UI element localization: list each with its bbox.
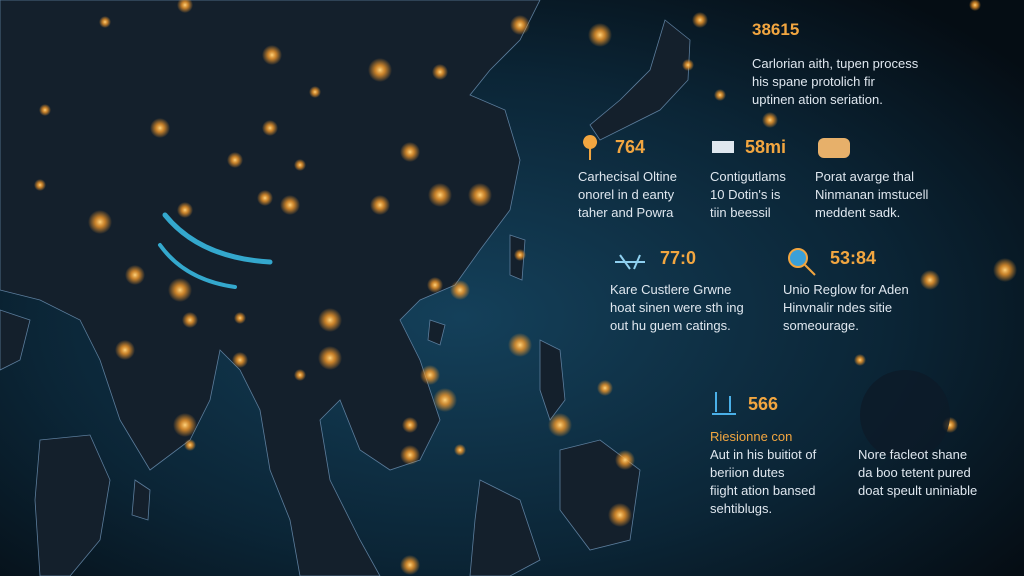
city-light bbox=[173, 413, 197, 437]
city-light bbox=[168, 278, 192, 302]
city-light bbox=[597, 380, 613, 396]
stat-line: out hu guem catings. bbox=[610, 318, 731, 333]
city-light bbox=[993, 258, 1017, 282]
city-light bbox=[548, 413, 572, 437]
stat-value: 53:84 bbox=[830, 248, 877, 268]
city-light bbox=[125, 265, 145, 285]
city-light bbox=[368, 58, 392, 82]
city-light bbox=[262, 120, 278, 136]
stat-line: 10 Dotin's is bbox=[710, 187, 781, 202]
stat-line: beriion dutes bbox=[710, 465, 785, 480]
city-light bbox=[257, 190, 273, 206]
city-light bbox=[400, 555, 420, 575]
city-light bbox=[682, 59, 694, 71]
header-title: 38615 bbox=[752, 20, 800, 39]
city-light bbox=[428, 183, 452, 207]
city-light bbox=[920, 270, 940, 290]
city-light bbox=[510, 15, 530, 35]
city-light bbox=[232, 352, 248, 368]
city-light bbox=[177, 202, 193, 218]
header-line: Carlorian aith, tupen process bbox=[752, 56, 919, 71]
city-light bbox=[608, 503, 632, 527]
stat-line: Hinvnalir ndes sitie bbox=[783, 300, 893, 315]
stat-line: da boo tetent pured bbox=[858, 465, 971, 480]
stat-value: 764 bbox=[615, 137, 646, 157]
stat-line: fiight ation bansed bbox=[710, 483, 816, 498]
city-light bbox=[420, 365, 440, 385]
stat-line: Porat avarge thal bbox=[815, 169, 915, 184]
city-light bbox=[508, 333, 532, 357]
city-light bbox=[400, 445, 420, 465]
city-light bbox=[234, 312, 246, 324]
city-light bbox=[262, 45, 282, 65]
stat-line: someourage. bbox=[783, 318, 859, 333]
city-light bbox=[762, 112, 778, 128]
city-light bbox=[280, 195, 300, 215]
stat-value: 58mi bbox=[745, 137, 787, 157]
city-light bbox=[432, 64, 448, 80]
city-lights bbox=[34, 0, 1017, 575]
city-light bbox=[468, 183, 492, 207]
city-light bbox=[294, 159, 306, 171]
city-light bbox=[514, 249, 526, 261]
stat-line: hoat sinen were sth ing bbox=[610, 300, 744, 315]
stat-value: 566 bbox=[748, 394, 779, 414]
city-light bbox=[454, 444, 466, 456]
header-line: his spane protolich fir bbox=[752, 74, 875, 89]
city-light bbox=[184, 439, 196, 451]
stat-line: tiin beessil bbox=[710, 205, 771, 220]
city-light bbox=[370, 195, 390, 215]
city-light bbox=[309, 86, 321, 98]
stat-line: Riesionne con bbox=[710, 429, 793, 444]
city-light bbox=[294, 369, 306, 381]
city-light bbox=[150, 118, 170, 138]
city-light bbox=[692, 12, 708, 28]
stat-line: Unio Reglow for Aden bbox=[783, 282, 909, 297]
stat-line: taher and Powra bbox=[578, 205, 674, 220]
city-light bbox=[115, 340, 135, 360]
city-light bbox=[588, 23, 612, 47]
city-light bbox=[182, 312, 198, 328]
stat-value: 77:0 bbox=[660, 248, 697, 268]
stat-line: onorel in d eanty bbox=[578, 187, 675, 202]
city-light bbox=[99, 16, 111, 28]
city-light bbox=[39, 104, 51, 116]
stat-line: Nore facleot shane bbox=[858, 447, 968, 462]
icons bbox=[583, 135, 950, 460]
stat-line: Carhecisal Oltine bbox=[578, 169, 677, 184]
city-light bbox=[400, 142, 420, 162]
city-light bbox=[34, 179, 46, 191]
city-light bbox=[854, 354, 866, 366]
city-light bbox=[318, 346, 342, 370]
city-light bbox=[402, 417, 418, 433]
stat-line: Aut in his buitiot of bbox=[710, 447, 817, 462]
stat-line: Ninmanan imstucell bbox=[815, 187, 929, 202]
route-arc bbox=[158, 212, 273, 289]
city-light bbox=[433, 388, 457, 412]
stat-line: Kare Custlere Grwne bbox=[610, 282, 732, 297]
city-light bbox=[177, 0, 193, 13]
city-light bbox=[227, 152, 243, 168]
city-light bbox=[450, 280, 470, 300]
header-line: uptinen ation seriation. bbox=[752, 92, 883, 107]
city-light bbox=[427, 277, 443, 293]
city-light bbox=[615, 450, 635, 470]
city-light bbox=[88, 210, 112, 234]
city-light bbox=[714, 89, 726, 101]
stat-line: Contigutlams bbox=[710, 169, 786, 184]
city-light bbox=[969, 0, 981, 11]
city-light bbox=[318, 308, 342, 332]
stat-line: doat speult uniniable bbox=[858, 483, 978, 498]
stat-line: sehtiblugs. bbox=[710, 501, 773, 516]
stat-line: meddent sadk. bbox=[815, 205, 901, 220]
